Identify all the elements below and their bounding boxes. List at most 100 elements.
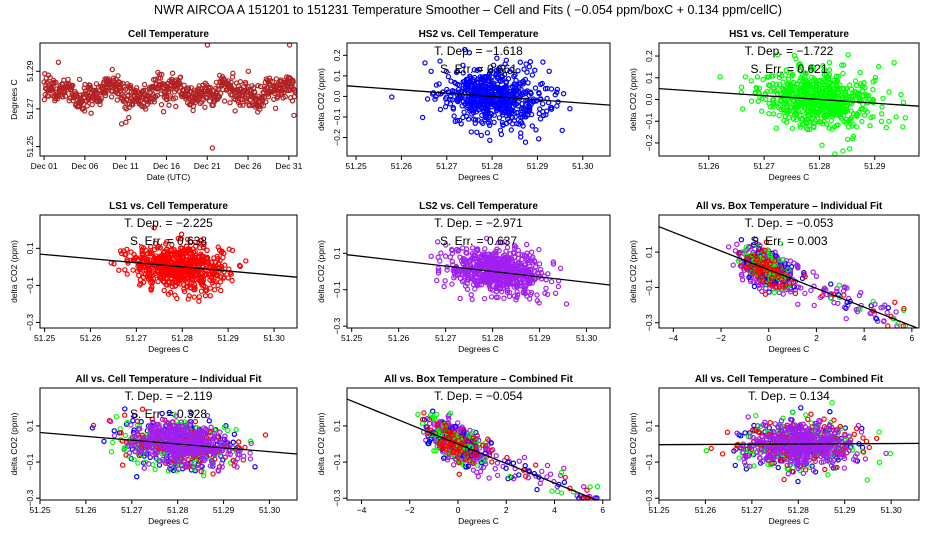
data-point-LS2 <box>435 254 441 260</box>
x-tick-label: 51.30 <box>572 161 594 171</box>
data-point-HS1 <box>776 82 783 88</box>
data-point-cell <box>62 93 69 99</box>
data-point-HS2 <box>428 68 434 75</box>
data-point-HS1 <box>802 72 808 79</box>
y-tick-label: −0.1 <box>25 277 35 294</box>
data-point-cell <box>55 59 62 66</box>
data-point-HS2 <box>389 94 395 100</box>
data-point-HS2 <box>524 69 530 75</box>
data-point-HS1 <box>863 91 869 98</box>
data-point-cell <box>81 108 88 114</box>
data-point-LS1 <box>207 285 213 291</box>
data-point-HS1 <box>847 82 853 88</box>
data-point-cell <box>202 104 208 111</box>
data-point-HS1 <box>831 77 838 84</box>
data-point-LS2 <box>884 309 890 316</box>
x-tick-label: 51.26 <box>698 161 720 171</box>
data-point-cell <box>167 93 174 99</box>
y-tick-label: 51.25 <box>25 136 35 158</box>
data-point-HS2 <box>552 91 559 98</box>
x-tick-label: Dec 16 <box>153 161 180 171</box>
fit-annotation: T. Dep. = −1.618 <box>434 44 523 58</box>
data-point-HS2 <box>885 305 892 311</box>
data-point-cell <box>173 103 179 110</box>
data-point-cell <box>108 94 115 100</box>
data-point-HS1 <box>837 113 844 120</box>
data-point-LS2 <box>434 277 440 284</box>
data-point-HS1 <box>770 111 777 117</box>
data-point-LS2 <box>843 316 849 322</box>
data-point-HS2 <box>486 122 493 129</box>
data-point-HS2 <box>485 120 492 126</box>
fit-annotation: T. Dep. = −1.722 <box>745 44 834 58</box>
data-point-HS2 <box>443 68 449 75</box>
data-point-HS1 <box>852 78 859 84</box>
data-point-HS2 <box>546 68 552 75</box>
y-axis-label: delta CO2 (ppm) <box>9 240 19 303</box>
data-point-LS1 <box>217 279 223 285</box>
data-point-HS2 <box>536 136 542 142</box>
data-point-cell <box>70 82 76 89</box>
data-point-HS1 <box>854 124 860 130</box>
data-point-HS2 <box>505 116 511 122</box>
x-tick-label: 51.28 <box>809 161 831 171</box>
data-point-cell <box>98 96 104 102</box>
data-point-cell <box>165 86 171 93</box>
data-point-HS2 <box>456 82 462 89</box>
data-point-cell <box>127 82 134 89</box>
data-point-HS2 <box>468 98 474 105</box>
x-tick-label: 51.27 <box>435 333 457 343</box>
data-point-LS2 <box>543 285 549 292</box>
data-point-HS2 <box>498 106 505 113</box>
data-point-cell <box>269 78 276 85</box>
data-point-HS2 <box>516 89 522 96</box>
data-point-HS1 <box>773 125 780 132</box>
x-tick-label: Dec 06 <box>71 161 98 171</box>
x-tick-label: 6 <box>909 333 914 343</box>
data-point-HS2 <box>525 97 531 104</box>
data-point-cell <box>151 99 157 105</box>
data-point-LS1 <box>196 298 202 304</box>
data-point-HS1 <box>832 151 838 157</box>
x-tick-label: 51.28 <box>481 161 503 171</box>
data-point-HS1 <box>826 59 833 66</box>
data-point-LS1 <box>196 294 202 300</box>
data-point-HS2 <box>529 123 536 129</box>
y-tick-label: 0.2 <box>332 49 342 61</box>
data-point-HS2 <box>554 103 560 109</box>
data-point-LS1 <box>207 293 213 299</box>
y-axis-label: Degrees C <box>9 79 19 120</box>
data-point-HS1 <box>844 136 851 143</box>
data-point-HS2 <box>498 78 504 85</box>
data-point-HS2 <box>537 116 544 122</box>
data-point-cell <box>204 42 211 48</box>
data-point-HS1 <box>748 98 755 104</box>
data-point-LS1 <box>119 462 126 468</box>
data-point-HS1 <box>846 116 853 123</box>
data-point-LS2 <box>524 241 530 248</box>
data-point-HS2 <box>492 85 498 91</box>
x-axis-label: Degrees C <box>769 172 810 182</box>
x-tick-label: Dec 26 <box>235 161 262 171</box>
data-point-LS2 <box>141 465 147 471</box>
data-point-HS1 <box>846 146 853 152</box>
data-point-HS2 <box>517 80 523 86</box>
data-point-LS2 <box>488 294 495 300</box>
data-point-HS1 <box>861 112 868 118</box>
data-point-cell <box>221 98 228 104</box>
data-point-cell <box>114 97 121 103</box>
y-tick-label: −0.3 <box>644 314 654 331</box>
data-point-HS2 <box>487 68 494 75</box>
data-point-cell <box>142 106 149 112</box>
fit-line <box>347 85 610 106</box>
data-point-LS1 <box>211 287 218 293</box>
data-point-LS2 <box>501 295 507 301</box>
data-point-cell <box>209 145 216 151</box>
data-point-LS2 <box>529 249 535 255</box>
data-point-HS2 <box>474 129 480 135</box>
data-point-cell <box>263 99 269 105</box>
data-point-HS2 <box>111 428 117 434</box>
data-point-HS1 <box>740 106 746 112</box>
